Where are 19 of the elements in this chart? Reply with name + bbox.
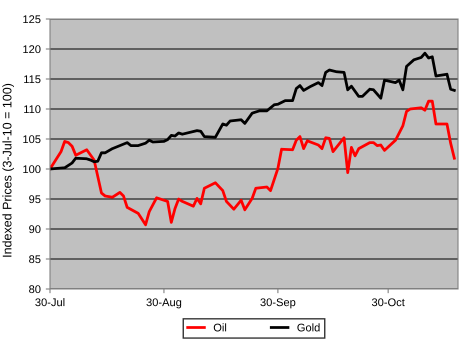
legend-label: Gold <box>297 323 320 332</box>
y-tick-label: 120 <box>23 45 41 54</box>
y-tick-label: 110 <box>24 105 41 114</box>
y-tick-label: 80 <box>29 285 41 294</box>
x-tick-label: 30-Jul <box>35 298 64 306</box>
y-tick-label: 95 <box>29 195 41 204</box>
y-axis-title: Indexed Prices (3-Jul-10 = 100) <box>2 84 14 257</box>
x-tick-label: 30-Sep <box>260 298 296 308</box>
y-tick-label: 125 <box>23 15 41 24</box>
y-tick-label: 90 <box>29 225 41 234</box>
y-tick-label: 115 <box>24 75 41 84</box>
line-series <box>50 100 456 226</box>
y-tick-label: 105 <box>23 135 41 144</box>
legend-label: Oil <box>214 323 226 332</box>
y-tick-label: 100 <box>23 165 41 174</box>
x-tick-label: 30-Aug <box>146 298 182 308</box>
line-series <box>50 52 456 170</box>
x-tick-label: 30-Oct <box>372 298 405 306</box>
y-tick-label: 85 <box>29 255 41 264</box>
